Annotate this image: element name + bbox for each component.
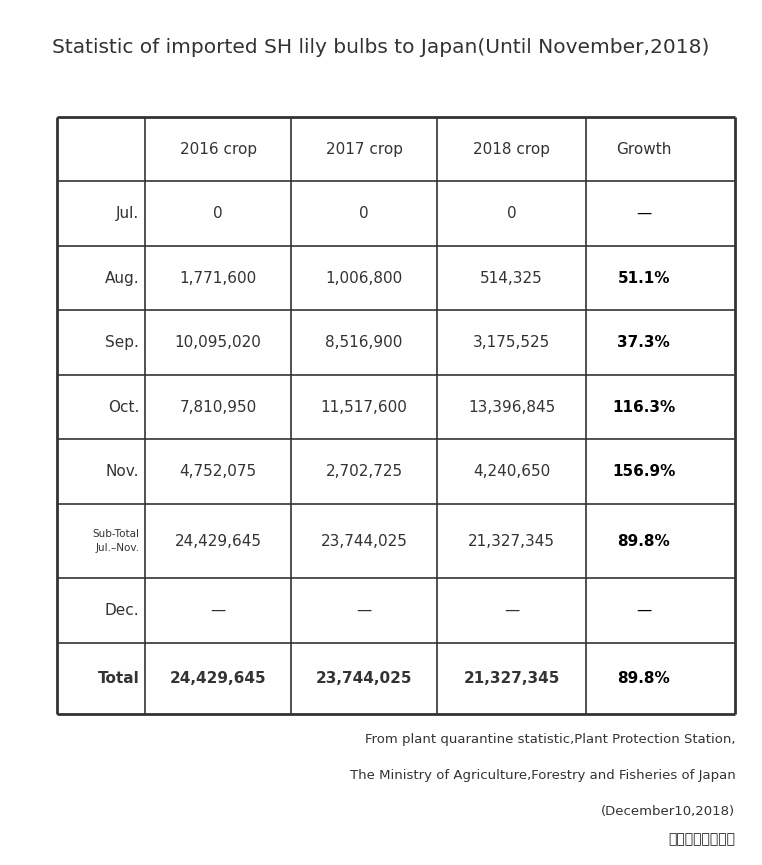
- Text: 514,325: 514,325: [480, 271, 543, 285]
- Text: From plant quarantine statistic,Plant Protection Station,: From plant quarantine statistic,Plant Pr…: [365, 733, 735, 746]
- Text: 2016 crop: 2016 crop: [180, 142, 257, 157]
- Text: (December10,2018): (December10,2018): [601, 805, 735, 818]
- Text: 37.3%: 37.3%: [617, 335, 670, 350]
- Text: —: —: [504, 603, 519, 618]
- Text: 23,744,025: 23,744,025: [321, 534, 408, 548]
- Text: The Ministry of Agriculture,Forestry and Fisheries of Japan: The Ministry of Agriculture,Forestry and…: [350, 769, 735, 782]
- Text: 1,771,600: 1,771,600: [180, 271, 257, 285]
- Text: 8,516,900: 8,516,900: [325, 335, 402, 350]
- Text: 0: 0: [213, 206, 223, 221]
- Text: Dec.: Dec.: [104, 603, 139, 618]
- Text: 11,517,600: 11,517,600: [321, 400, 408, 414]
- Text: Jul.: Jul.: [116, 206, 139, 221]
- Text: 10,095,020: 10,095,020: [174, 335, 261, 350]
- Text: 21,327,345: 21,327,345: [468, 534, 555, 548]
- Text: 51.1%: 51.1%: [617, 271, 670, 285]
- Text: Growth: Growth: [616, 142, 671, 157]
- Text: —: —: [357, 603, 372, 618]
- Text: Sep.: Sep.: [105, 335, 139, 350]
- Text: 2017 crop: 2017 crop: [325, 142, 402, 157]
- Text: 3,175,525: 3,175,525: [473, 335, 550, 350]
- Text: Aug.: Aug.: [104, 271, 139, 285]
- Text: —: —: [636, 603, 652, 618]
- Text: 13,396,845: 13,396,845: [468, 400, 555, 414]
- Text: 89.8%: 89.8%: [617, 670, 670, 686]
- Text: —: —: [210, 603, 226, 618]
- Text: Sub-Total
Jul.–Nov.: Sub-Total Jul.–Nov.: [92, 529, 139, 553]
- Text: Nov.: Nov.: [106, 465, 139, 479]
- Text: 24,429,645: 24,429,645: [170, 670, 267, 686]
- Text: 2,702,725: 2,702,725: [325, 465, 402, 479]
- Text: 116.3%: 116.3%: [612, 400, 675, 414]
- Text: 89.8%: 89.8%: [617, 534, 670, 548]
- Text: 2018 crop: 2018 crop: [473, 142, 550, 157]
- Text: 156.9%: 156.9%: [612, 465, 675, 479]
- Text: Total: Total: [98, 670, 139, 686]
- Text: 21,327,345: 21,327,345: [463, 670, 560, 686]
- Text: Statistic of imported SH lily bulbs to Japan(Until November,2018): Statistic of imported SH lily bulbs to J…: [53, 38, 709, 57]
- Text: 0: 0: [359, 206, 369, 221]
- Text: 7,810,950: 7,810,950: [180, 400, 257, 414]
- Text: Oct.: Oct.: [108, 400, 139, 414]
- Text: 1,006,800: 1,006,800: [325, 271, 402, 285]
- Text: 4,752,075: 4,752,075: [180, 465, 257, 479]
- Text: 4,240,650: 4,240,650: [473, 465, 550, 479]
- Text: 23,744,025: 23,744,025: [315, 670, 412, 686]
- Text: —: —: [636, 206, 652, 221]
- Text: 株式会社中村農園: 株式会社中村農園: [668, 832, 735, 846]
- Text: 0: 0: [507, 206, 517, 221]
- Text: 24,429,645: 24,429,645: [174, 534, 261, 548]
